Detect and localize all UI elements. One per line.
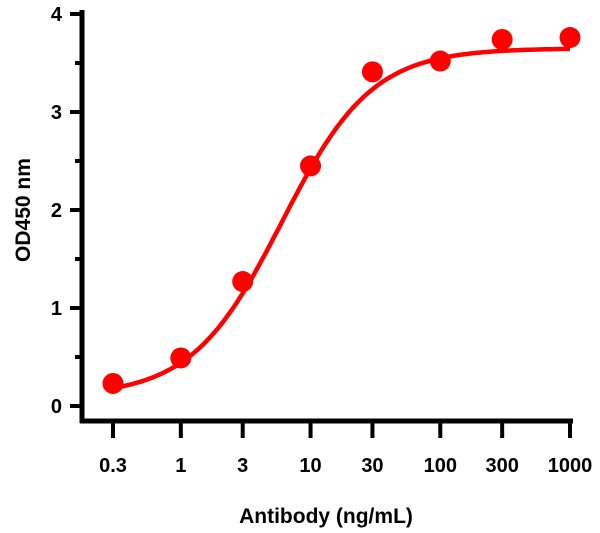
- x-tick-label: 10: [299, 455, 321, 477]
- y-tick-label: 2: [51, 200, 62, 222]
- data-point: [429, 50, 451, 72]
- x-tick-label: 1000: [548, 455, 593, 477]
- data-point: [559, 27, 581, 49]
- data-point: [491, 28, 513, 50]
- data-point: [300, 155, 322, 177]
- x-tick-label: 3: [237, 455, 248, 477]
- x-tick-label: 30: [361, 455, 383, 477]
- fit-curve: [106, 46, 570, 392]
- x-tick-label: 100: [424, 455, 457, 477]
- axes: 0 1 2 3 4 0.3 1 3 10 30 100 300 1000: [51, 4, 592, 477]
- data-point: [361, 61, 383, 83]
- data-point: [102, 372, 124, 394]
- data-points-layer: [102, 27, 581, 394]
- y-tick-label: 0: [51, 396, 62, 418]
- data-point: [232, 271, 254, 293]
- data-point: [170, 347, 192, 369]
- y-tick-label: 3: [51, 102, 62, 124]
- x-tick-label: 300: [485, 455, 518, 477]
- fit-curve-layer: [106, 46, 570, 392]
- x-tick-label: 1: [175, 455, 186, 477]
- x-axis-label: Antibody (ng/mL): [239, 505, 413, 528]
- x-tick-label: 0.3: [99, 455, 127, 477]
- y-axis-label: OD450 nm: [12, 158, 35, 262]
- y-tick-label: 4: [51, 4, 63, 26]
- y-tick-label: 1: [51, 298, 62, 320]
